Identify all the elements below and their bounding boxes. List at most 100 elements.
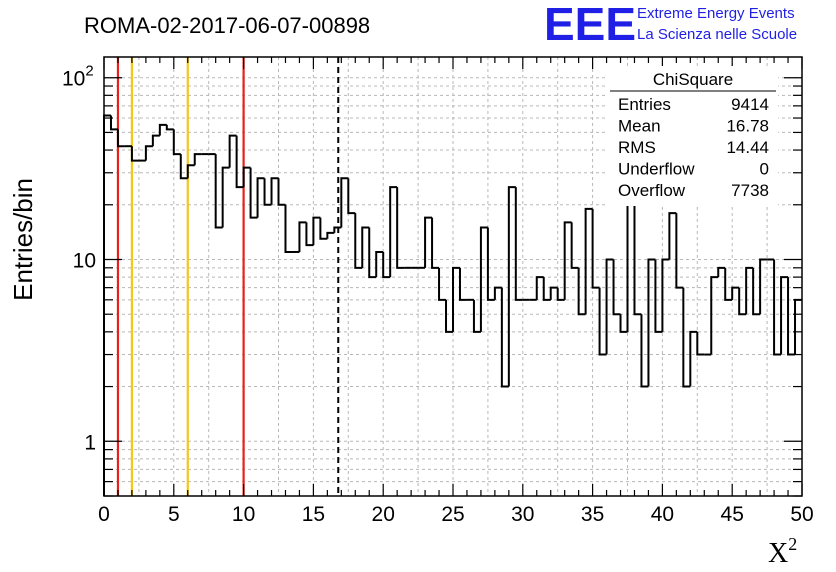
histogram-bin — [675, 213, 684, 289]
histogram-bin — [319, 217, 328, 240]
x-tick-label: 45 — [721, 503, 744, 526]
histogram-bin — [507, 186, 516, 387]
histogram-bin — [731, 286, 740, 300]
histogram-bin — [424, 216, 433, 268]
x-tick-label: 25 — [441, 503, 464, 526]
stats-label: Underflow — [618, 160, 695, 179]
histogram-bin — [382, 251, 391, 279]
stats-value: 9414 — [731, 95, 769, 114]
histogram-bin — [284, 204, 293, 253]
histogram-bin — [654, 259, 663, 333]
histogram-bin — [396, 187, 405, 269]
histogram-bin — [570, 222, 579, 269]
histogram-bin — [151, 134, 160, 147]
histogram-bin — [305, 222, 314, 247]
stats-label: Entries — [618, 95, 671, 114]
x-axis-label: X2 — [768, 534, 797, 569]
histogram-bin — [661, 258, 670, 332]
histogram-bin — [563, 221, 572, 300]
reference-lines — [116, 57, 340, 496]
histogram-bin — [312, 216, 321, 246]
histogram-bin — [514, 187, 523, 301]
histogram-bin — [277, 178, 286, 206]
histogram-bin — [158, 123, 167, 136]
stats-value: 14.44 — [726, 138, 769, 157]
histogram-bin — [340, 177, 349, 228]
histogram-bin — [368, 227, 377, 279]
histogram-bin — [591, 208, 600, 289]
histogram-bin — [535, 276, 544, 300]
histogram-bin — [717, 266, 726, 278]
histogram-bin — [542, 277, 551, 301]
histogram-bin — [165, 124, 174, 131]
histogram-bin — [445, 299, 453, 333]
histogram-bin — [438, 267, 447, 301]
histogram-bin — [549, 286, 558, 300]
histogram-bin — [263, 178, 272, 206]
stats-label: RMS — [618, 138, 656, 157]
histogram-layer — [103, 114, 802, 496]
chart-title: ROMA-02-2017-06-07-00898 — [84, 13, 370, 38]
histogram-bin — [745, 266, 754, 315]
x-tick-label: 5 — [168, 503, 180, 526]
histogram-bin — [228, 134, 237, 168]
histogram-bin — [256, 177, 265, 218]
histogram-bin — [326, 231, 335, 239]
histogram-bin — [556, 287, 565, 301]
histogram-bin — [500, 287, 509, 388]
x-tick-label: 40 — [651, 503, 674, 526]
histogram-bin — [577, 267, 586, 316]
x-tick-label: 35 — [581, 503, 604, 526]
histogram-bin — [759, 258, 768, 315]
histogram-bin — [375, 250, 384, 278]
stats-rows: Entries 9414 Mean 16.78 RMS 14.44 Underflow 0 Ov… — [618, 95, 769, 200]
histogram-bin — [584, 207, 593, 315]
histogram-bin — [130, 146, 139, 162]
y-tick-label: 102 — [62, 63, 94, 91]
histogram-bin — [116, 129, 125, 148]
stats-value: 0 — [760, 160, 769, 179]
histogram-bin — [605, 258, 614, 355]
histogram-bin — [249, 167, 258, 219]
histogram-bin — [780, 276, 789, 355]
histogram-bin — [298, 221, 307, 252]
histogram-bin — [486, 227, 495, 301]
histogram-bin — [221, 166, 230, 228]
histogram-bin — [752, 267, 761, 316]
stats-box-title: ChiSquare — [653, 70, 733, 89]
x-axis-label-main: X — [768, 538, 788, 569]
histogram-bin — [242, 166, 251, 188]
stats-label: Mean — [618, 117, 661, 136]
histogram-bin — [354, 213, 363, 269]
histogram-bin — [612, 259, 621, 316]
histogram-bin — [193, 153, 202, 166]
histogram-bin — [773, 259, 782, 356]
histogram-bin — [172, 129, 181, 156]
histogram-bin — [389, 186, 398, 278]
histogram-bin — [458, 267, 467, 301]
y-tick-label: 1 — [84, 431, 96, 454]
x-tick-label: 50 — [790, 503, 813, 526]
histogram-bin — [431, 217, 440, 269]
y-axis-label: Entries/bin — [8, 178, 38, 301]
histogram-bin — [696, 331, 705, 356]
histogram-bin — [479, 226, 488, 332]
eee-logo: EEE Extreme Energy Events La Scienza nel… — [544, 0, 797, 50]
stats-box: ChiSquare Entries 9414 Mean 16.78 RMS 14.44 Un… — [606, 66, 778, 206]
histogram-bin — [270, 177, 279, 205]
histogram-bin — [235, 135, 244, 189]
x-axis-label-sup: 2 — [788, 534, 797, 554]
histogram-bin — [347, 178, 356, 215]
histogram-bin — [682, 287, 691, 388]
stats-box-background — [606, 66, 778, 206]
x-tick-label: 10 — [232, 503, 255, 526]
histogram-bin — [333, 226, 342, 233]
histogram-bin — [144, 145, 153, 161]
stats-value: 16.78 — [726, 117, 769, 136]
x-tick-label: 30 — [511, 503, 534, 526]
y-tick-label-base: 10 — [62, 68, 85, 91]
histogram-bin — [640, 314, 649, 388]
y-tick-label-sup: 2 — [85, 63, 93, 80]
